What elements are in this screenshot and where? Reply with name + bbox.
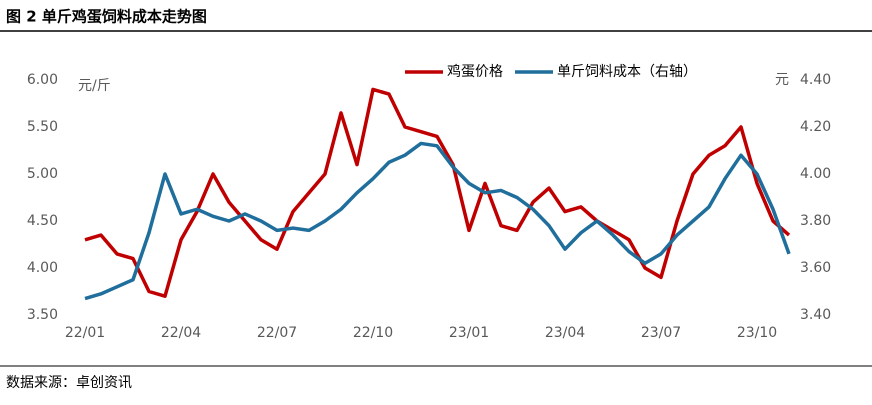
y-tick-label: 5.50 [27, 119, 58, 135]
legend-label: 单斤饲料成本（右轴） [557, 64, 697, 80]
y2-tick-label: 3.80 [800, 213, 831, 229]
x-tick-label: 23/04 [545, 325, 585, 341]
y-tick-label: 4.00 [27, 260, 58, 276]
x-tick-label: 22/04 [161, 325, 201, 341]
series-line [84, 87, 791, 298]
chart-title: 图 2 单斤鸡蛋饲料成本走势图 [6, 8, 207, 26]
y-tick-label: 4.50 [27, 213, 58, 229]
y2-tick-label: 4.40 [800, 72, 831, 88]
y2-tick-label: 4.20 [800, 119, 831, 135]
y-tick-label: 3.50 [27, 307, 58, 323]
x-tick-label: 22/01 [65, 325, 105, 341]
y-axis-label: 元/斤 [78, 78, 111, 94]
x-tick-label: 22/10 [353, 325, 393, 341]
y2-axis-label: 元 [775, 72, 789, 88]
series-line [84, 141, 791, 301]
legend-label: 鸡蛋价格 [447, 63, 503, 80]
y2-tick-label: 3.40 [800, 307, 831, 323]
x-tick-label: 23/07 [641, 325, 681, 341]
y2-tick-label: 4.00 [800, 166, 831, 182]
x-tick-label: 22/07 [257, 325, 297, 341]
y-tick-label: 5.00 [27, 166, 58, 182]
y-tick-label: 6.00 [27, 72, 58, 88]
x-tick-label: 23/10 [737, 325, 777, 341]
source: 数据来源：卓创资讯 [6, 375, 132, 391]
x-tick-label: 23/01 [449, 325, 489, 341]
y2-tick-label: 3.60 [800, 260, 831, 276]
